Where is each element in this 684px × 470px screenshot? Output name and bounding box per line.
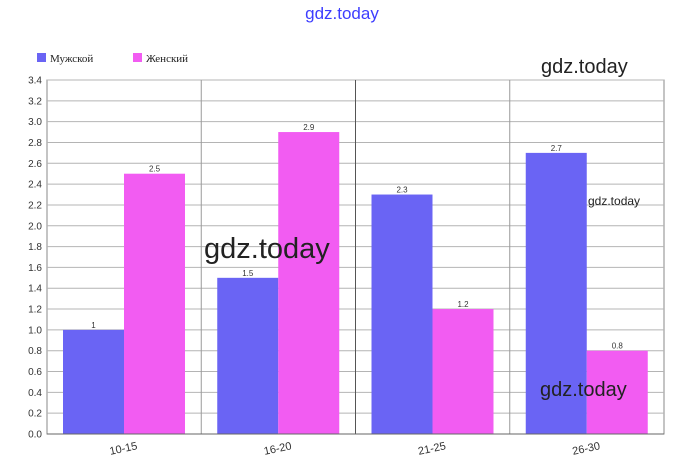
data-label: 2.5 [149, 165, 161, 174]
y-tick-label: 3.2 [28, 96, 42, 107]
data-label: 2.3 [396, 186, 408, 195]
data-label: 2.7 [551, 144, 563, 153]
y-tick-label: 1.6 [28, 263, 42, 274]
x-tick-label: 26-30 [571, 440, 601, 458]
bar [371, 194, 433, 434]
bar [525, 152, 587, 434]
bar [432, 309, 494, 434]
legend-label-female: Женский [146, 53, 188, 65]
y-tick-label: 1.8 [28, 242, 42, 253]
data-label: 1.5 [242, 269, 254, 278]
chart-axes: 0.0 0.2 0.4 0.6 0.8 1.0 1.2 1.4 1.6 1.8 2.0 2.2 2.4 2… [28, 76, 664, 458]
x-tick-label: 16-20 [263, 440, 293, 458]
y-tick-label: 0.6 [28, 367, 42, 378]
y-tick-label: 2.0 [28, 221, 42, 232]
y-tick-label: 1.4 [28, 284, 42, 295]
legend-swatch-female [133, 53, 142, 62]
watermark-center: gdz.today [204, 233, 330, 265]
y-tick-label: 3.0 [28, 117, 42, 128]
legend-swatch-male [37, 53, 46, 62]
data-label: 1 [91, 321, 96, 330]
bar [124, 173, 185, 435]
y-tick-label: 2.4 [28, 180, 42, 191]
y-tick-label: 0.0 [28, 430, 42, 441]
y-tick-label: 2.2 [28, 200, 42, 211]
y-tick-label: 2.8 [28, 138, 42, 149]
x-tick-label: 10-15 [108, 440, 138, 458]
bar [586, 350, 648, 434]
bar [63, 329, 124, 434]
legend-label-male: Мужской [50, 53, 93, 65]
watermark-top-right: gdz.today [541, 56, 628, 78]
y-tick-label: 0.8 [28, 346, 42, 357]
data-label: 2.9 [303, 123, 315, 132]
y-tick-label: 2.6 [28, 159, 42, 170]
y-tick-label: 3.4 [28, 76, 42, 87]
y-tick-label: 1.0 [28, 325, 42, 336]
chart-bars: 1 1.5 2.3 2.7 2.5 2.9 1.2 0.8 [63, 123, 648, 435]
watermark-mid-right: gdz.today [588, 194, 640, 208]
y-tick-label: 0.4 [28, 388, 42, 399]
legend: Мужской Женский [37, 53, 188, 65]
watermark-bottom-right: gdz.today [540, 379, 627, 401]
data-label: 1.2 [457, 300, 469, 309]
y-tick-label: 0.2 [28, 409, 42, 420]
x-tick-label: 21-25 [417, 440, 447, 458]
data-label: 0.8 [612, 342, 624, 351]
bar [217, 277, 279, 434]
bar [278, 132, 340, 434]
y-tick-label: 1.2 [28, 305, 42, 316]
watermark-top: gdz.today [305, 4, 379, 23]
